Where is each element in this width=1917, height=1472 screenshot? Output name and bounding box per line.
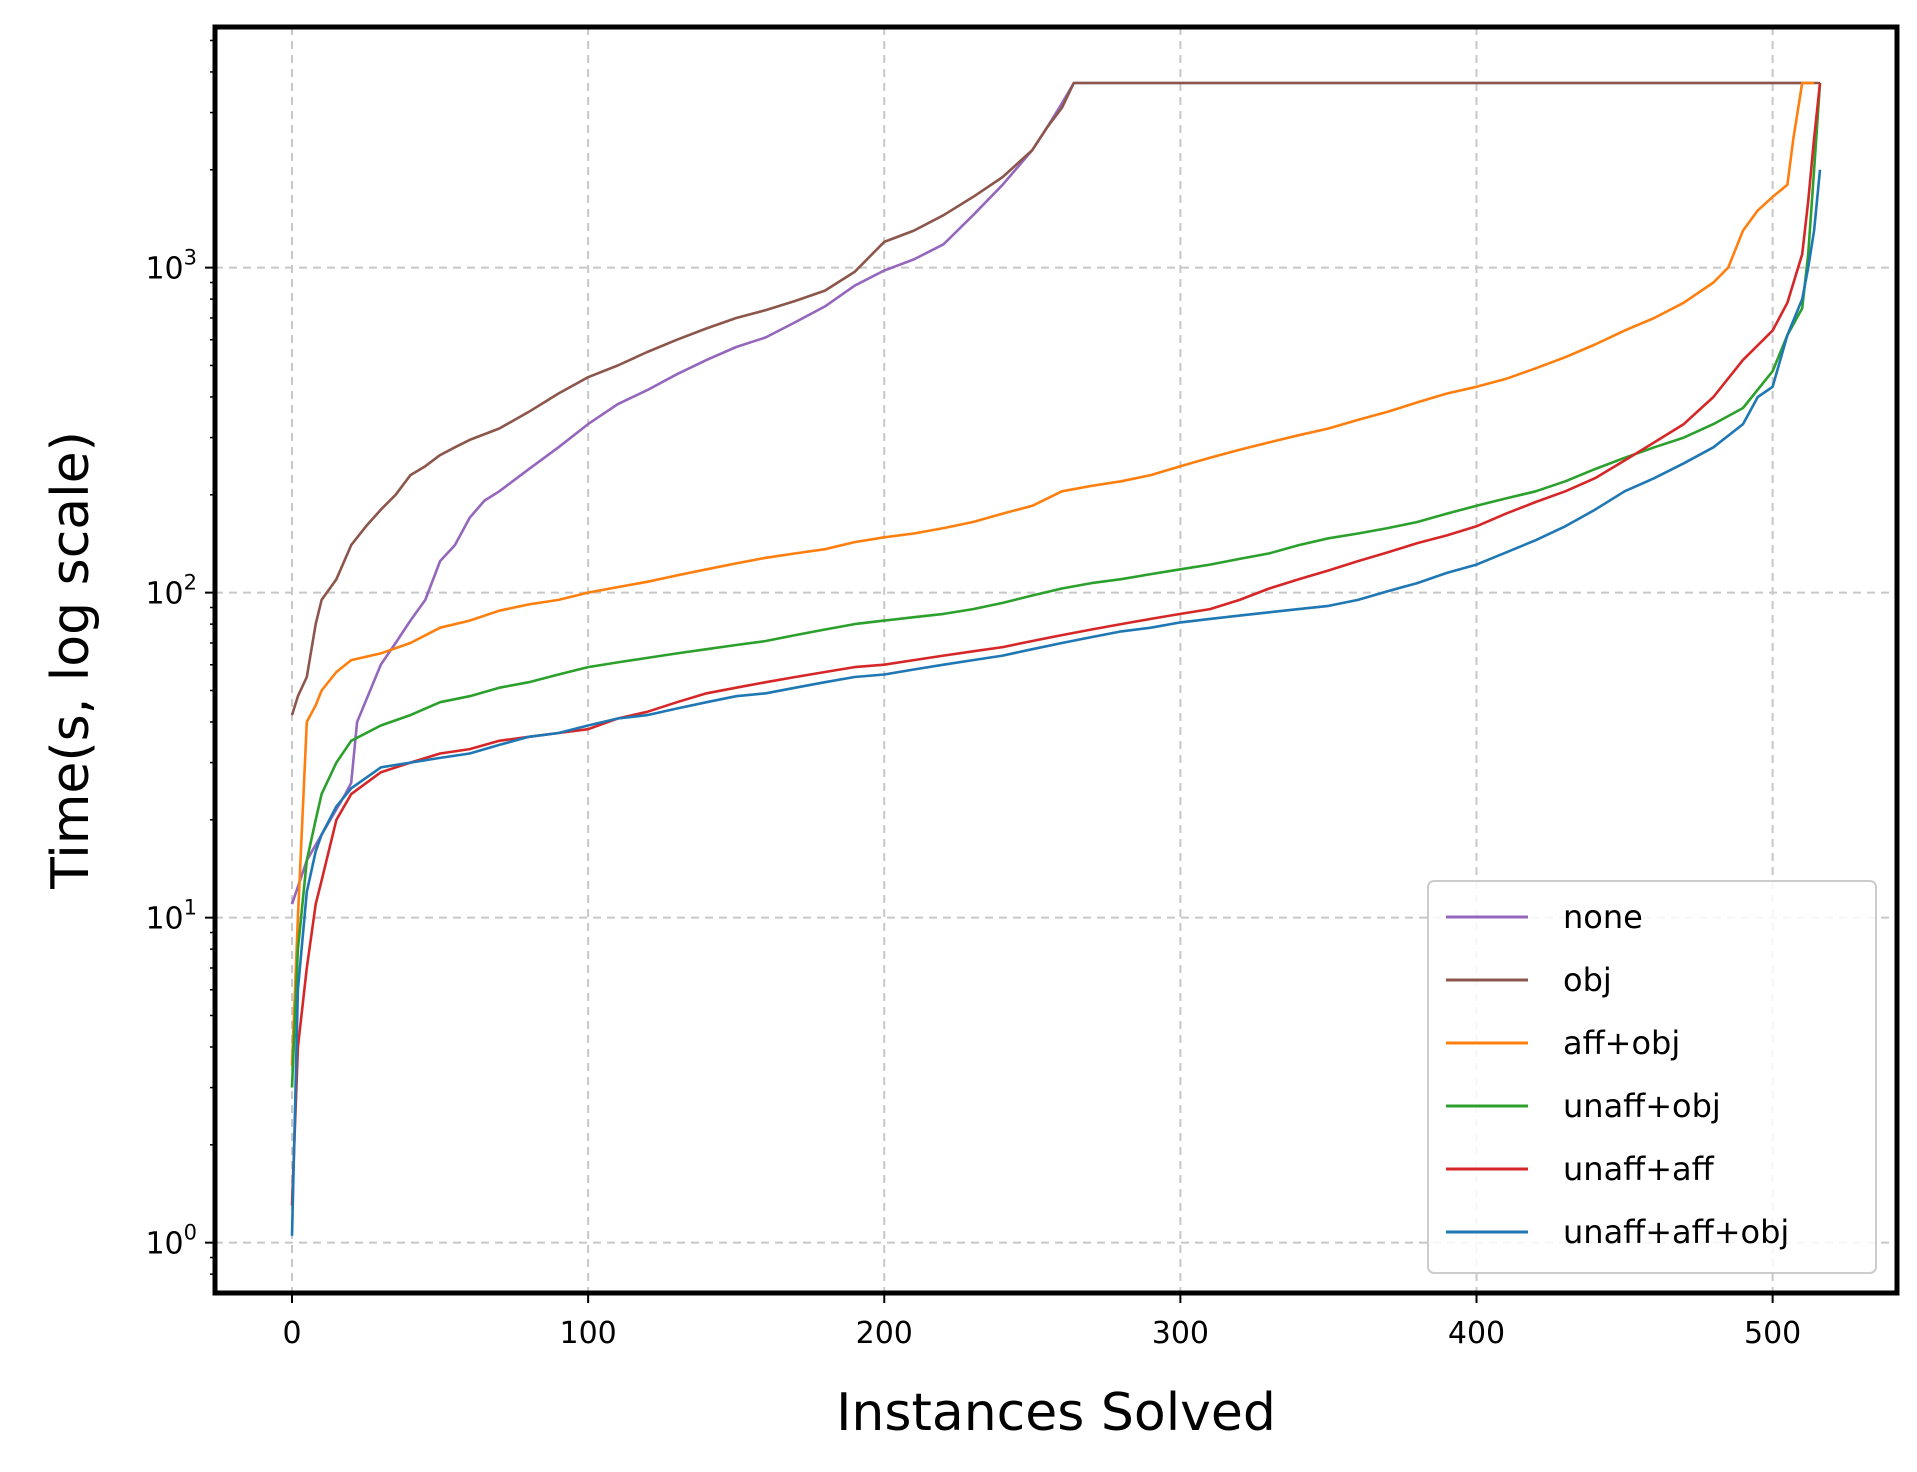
- series-line-unaff+aff: [290, 82, 1822, 1206]
- y-tick-exponent: 1: [184, 896, 197, 920]
- y-tick-label: 103: [145, 246, 197, 287]
- x-tick-label: 300: [1152, 1316, 1209, 1351]
- series-line-aff+obj: [290, 81, 1815, 1066]
- legend-label: obj: [1563, 961, 1612, 999]
- series-line-obj: [290, 81, 1820, 716]
- legend-label: unaff+aff+obj: [1563, 1213, 1789, 1251]
- x-tick-label: 400: [1448, 1316, 1505, 1351]
- series-line-unaff+aff+obj: [290, 169, 1822, 1236]
- legend-box: [1427, 880, 1877, 1274]
- y-tick-label: 100: [145, 1221, 197, 1262]
- y-tick-base: 10: [145, 577, 183, 612]
- y-tick-label: 102: [145, 571, 197, 612]
- y-tick-base: 10: [145, 902, 183, 937]
- series-lines: [290, 81, 1822, 1236]
- x-tick-label: 500: [1744, 1316, 1801, 1351]
- y-tick-exponent: 2: [184, 571, 197, 595]
- y-axis-title: Time(s, log scale): [41, 431, 101, 890]
- y-tick-base: 10: [145, 252, 183, 287]
- series-line-none: [290, 81, 1803, 905]
- y-tick-base: 10: [145, 1227, 183, 1262]
- x-tick-label: 200: [856, 1316, 913, 1351]
- x-axis-ticks: 0 100 200 300 400 500: [282, 1293, 1801, 1351]
- x-tick-label: 0: [282, 1316, 301, 1351]
- legend-label: unaff+aff: [1563, 1150, 1715, 1188]
- y-tick-exponent: 3: [184, 246, 197, 270]
- x-axis-title: Instances Solved: [836, 1383, 1276, 1443]
- y-tick-exponent: 0: [184, 1221, 197, 1245]
- legend: none obj aff+obj unaff+obj unaff+aff unaff+af…: [1427, 880, 1877, 1274]
- legend-label: unaff+obj: [1563, 1087, 1721, 1125]
- legend-label: none: [1563, 898, 1643, 936]
- legend-label: aff+obj: [1563, 1024, 1680, 1062]
- y-tick-label: 101: [145, 896, 197, 937]
- grid-lines: [215, 27, 1897, 1293]
- plot-area-frame: [212, 24, 1900, 1296]
- x-tick-label: 100: [559, 1316, 616, 1351]
